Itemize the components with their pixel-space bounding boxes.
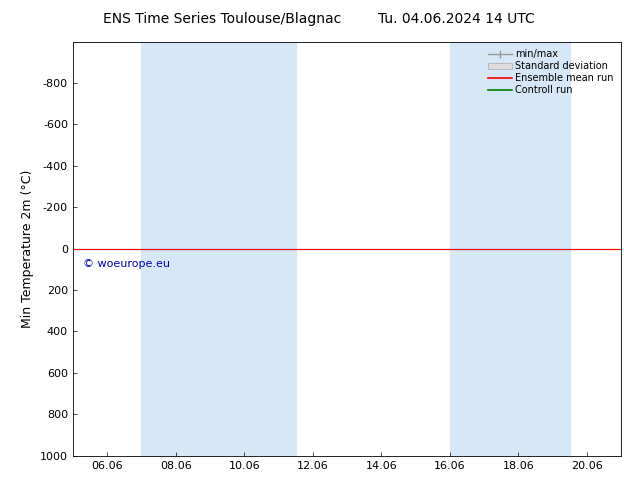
Legend: min/max, Standard deviation, Ensemble mean run, Controll run: min/max, Standard deviation, Ensemble me…	[485, 47, 616, 98]
Bar	[141, 42, 227, 456]
Text: Tu. 04.06.2024 14 UTC: Tu. 04.06.2024 14 UTC	[378, 12, 535, 26]
Bar	[227, 42, 295, 456]
Text: © woeurope.eu: © woeurope.eu	[83, 259, 170, 269]
Bar	[519, 42, 570, 456]
Y-axis label: Min Temperature 2m (°C): Min Temperature 2m (°C)	[22, 170, 34, 328]
Text: ENS Time Series Toulouse/Blagnac: ENS Time Series Toulouse/Blagnac	[103, 12, 341, 26]
Bar	[450, 42, 519, 456]
